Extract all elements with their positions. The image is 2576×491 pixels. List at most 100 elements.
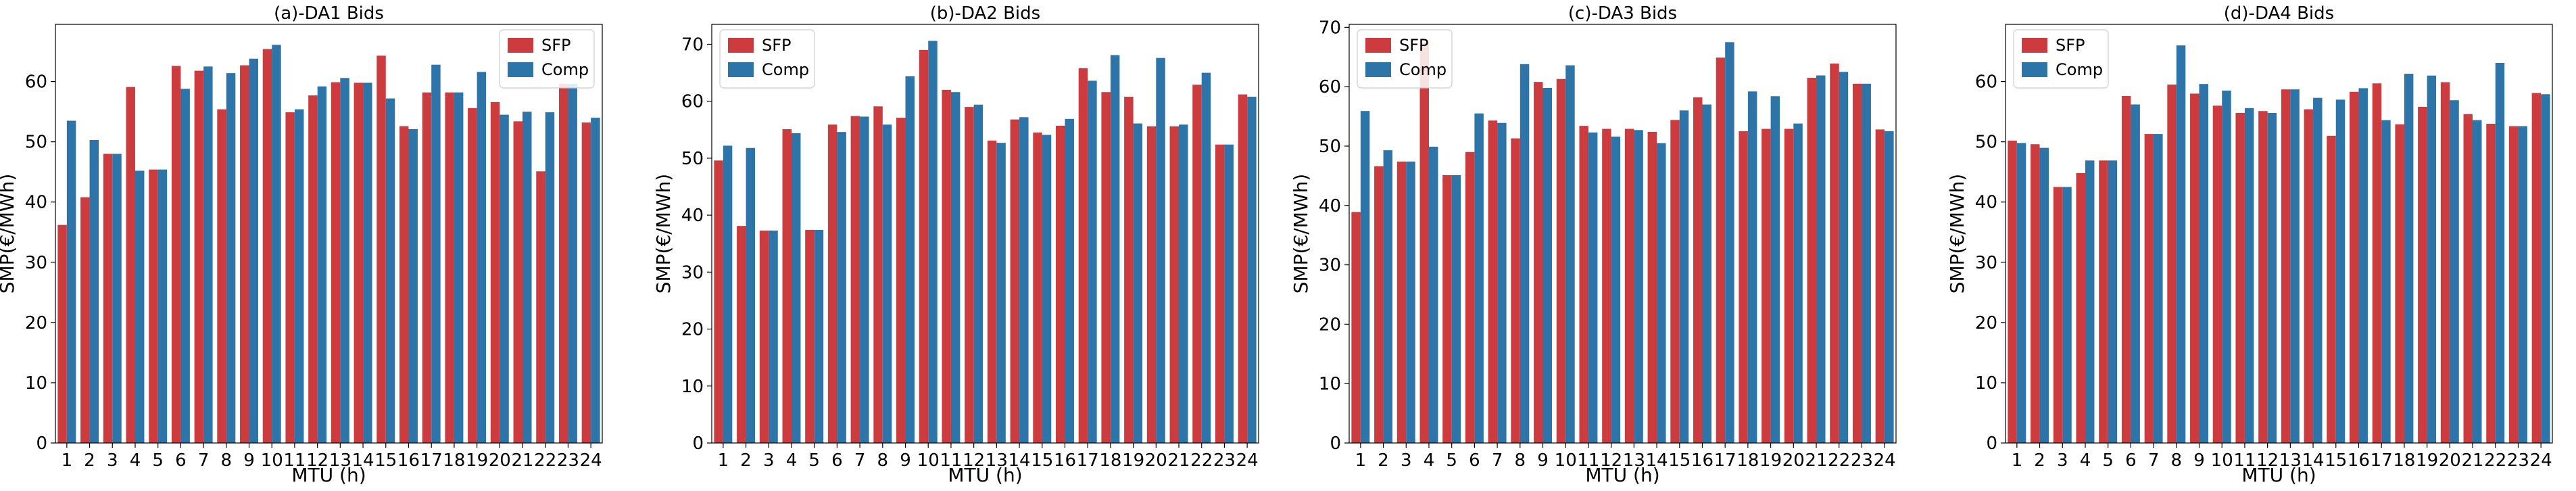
- bar-sfp-20: [490, 101, 500, 443]
- bar-comp-22: [545, 112, 555, 443]
- x-tick-label: 23: [557, 450, 579, 471]
- x-tick-label: 20: [1145, 450, 1167, 471]
- y-tick-label: 70: [1319, 18, 1341, 38]
- bar-comp-8: [1520, 64, 1530, 443]
- bar-sfp-9: [240, 65, 249, 443]
- x-tick-label: 10: [917, 450, 940, 471]
- x-tick-label: 10: [261, 450, 283, 471]
- x-tick-label: 10: [2211, 450, 2233, 471]
- bar-sfp-21: [513, 121, 523, 443]
- chart-title: (b)-DA2 Bids: [930, 3, 1040, 24]
- bar-comp-9: [905, 76, 915, 443]
- x-tick-label: 9: [1537, 450, 1549, 471]
- x-tick-label: 3: [2057, 450, 2068, 471]
- bar-comp-9: [2199, 84, 2208, 444]
- bar-sfp-10: [1556, 78, 1566, 443]
- x-tick-label: 18: [2393, 450, 2415, 471]
- bar-comp-13: [1634, 130, 1643, 444]
- x-tick-label: 7: [2148, 450, 2160, 471]
- bar-comp-13: [2290, 89, 2300, 443]
- x-tick-label: 5: [808, 450, 820, 471]
- bar-comp-13: [996, 143, 1006, 444]
- bar-comp-17: [2381, 120, 2391, 444]
- x-tick-label: 1: [62, 450, 73, 471]
- bar-comp-24: [2541, 94, 2550, 443]
- x-tick-label: 2: [740, 450, 752, 471]
- y-tick-label: 20: [1975, 313, 1997, 333]
- bar-comp-6: [2131, 104, 2140, 443]
- x-tick-label: 14: [1008, 450, 1031, 471]
- y-tick-label: 10: [1319, 374, 1341, 394]
- x-tick-label: 4: [1424, 450, 1435, 471]
- x-tick-label: 15: [1668, 450, 1691, 471]
- bar-sfp-11: [1579, 126, 1588, 443]
- bar-sfp-20: [1784, 128, 1794, 443]
- bar-sfp-10: [262, 49, 272, 443]
- bar-sfp-9: [1534, 82, 1543, 444]
- bar-sfp-9: [896, 118, 906, 443]
- bar-comp-15: [1042, 135, 1052, 443]
- bar-sfp-12: [2258, 111, 2268, 443]
- bar-comp-18: [2404, 74, 2414, 443]
- bar-comp-2: [1383, 150, 1393, 443]
- x-tick-label: 17: [1077, 450, 1099, 471]
- bar-sfp-13: [987, 140, 997, 444]
- bar-comp-3: [1406, 161, 1415, 443]
- legend-swatch-sfp: [1365, 38, 1391, 53]
- plot-frame: [55, 24, 603, 444]
- bar-sfp-8: [873, 106, 883, 443]
- legend: SFP Comp: [499, 29, 595, 89]
- x-tick-label: 16: [2348, 450, 2370, 471]
- bar-sfp-12: [308, 95, 318, 444]
- bar-comp-6: [1474, 113, 1484, 443]
- legend: SFP Comp: [1357, 29, 1453, 89]
- x-tick-label: 16: [1691, 450, 1714, 471]
- x-tick-label: 1: [1355, 450, 1367, 471]
- bar-comp-21: [523, 112, 532, 443]
- bar-sfp-24: [1238, 94, 1248, 444]
- x-tick-label: 8: [221, 450, 233, 471]
- chart-title: (a)-DA1 Bids: [274, 3, 384, 24]
- bar-sfp-18: [1739, 131, 1748, 444]
- bar-comp-10: [272, 45, 281, 443]
- x-tick-label: 6: [1469, 450, 1480, 471]
- bar-sfp-6: [171, 66, 181, 443]
- x-tick-label: 12: [306, 450, 329, 471]
- bar-sfp-19: [1761, 128, 1771, 443]
- bar-sfp-14: [354, 83, 364, 443]
- bar-comp-24: [1885, 131, 1894, 444]
- bar-sfp-6: [1465, 151, 1475, 443]
- bar-comp-3: [112, 154, 122, 444]
- bar-sfp-18: [1101, 92, 1111, 444]
- x-tick-label: 3: [1401, 450, 1412, 471]
- x-tick-label: 1: [2012, 450, 2023, 471]
- bar-comp-16: [1065, 118, 1074, 444]
- x-tick-label: 22: [1190, 450, 1213, 471]
- bar-comp-10: [928, 41, 938, 444]
- bar-sfp-8: [2167, 85, 2177, 443]
- plot-frame: [2005, 24, 2553, 444]
- legend: SFP Comp: [719, 29, 815, 89]
- x-tick-label: 14: [352, 450, 374, 471]
- bar-sfp-13: [2281, 89, 2291, 443]
- bar-comp-2: [2039, 147, 2049, 443]
- x-tick-label: 4: [2080, 450, 2091, 471]
- bar-sfp-14: [1647, 131, 1657, 444]
- y-tick-label: 70: [681, 34, 704, 55]
- bar-comp-19: [1770, 96, 1780, 444]
- bar-sfp-7: [194, 70, 204, 443]
- bar-sfp-16: [2350, 91, 2359, 443]
- bar-comp-3: [769, 230, 778, 443]
- bar-sfp-18: [445, 92, 454, 443]
- bar-comp-24: [1247, 96, 1257, 443]
- x-tick-label: 23: [2507, 450, 2529, 471]
- y-tick-label: 0: [36, 434, 47, 454]
- x-tick-label: 6: [831, 450, 843, 471]
- bar-sfp-22: [2486, 123, 2496, 443]
- x-axis-label: MTU (h): [2241, 464, 2316, 486]
- bar-sfp-24: [1875, 129, 1885, 443]
- bar-comp-24: [591, 118, 600, 444]
- y-tick-label: 60: [1975, 72, 1997, 93]
